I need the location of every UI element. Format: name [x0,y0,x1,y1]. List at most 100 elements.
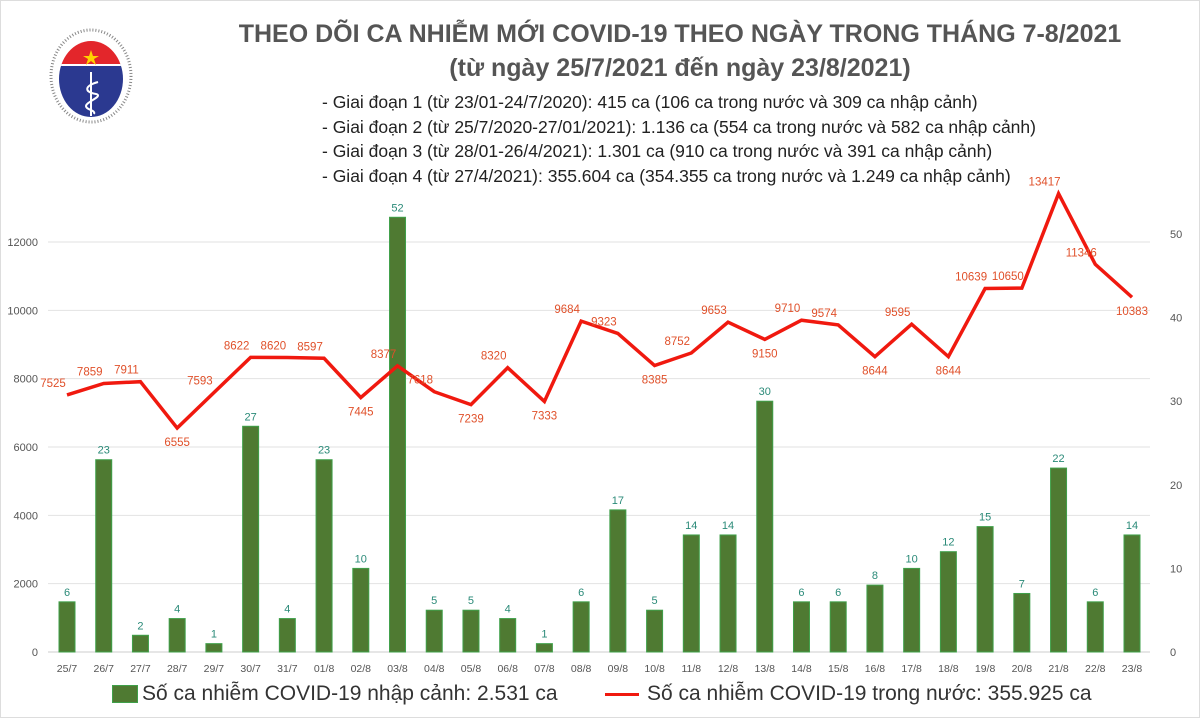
line-data-label: 8597 [297,341,323,353]
bar-data-label: 6 [798,587,804,599]
left-axis-tick-label: 0 [32,647,38,659]
x-tick-label: 03/8 [387,663,408,675]
x-tick-label: 19/8 [975,663,996,675]
bar [278,618,296,653]
line-data-label: 10639 [955,272,987,284]
bar-data-label: 27 [244,411,256,423]
left-axis-tick-label: 6000 [14,442,38,454]
line-data-label: 10650 [992,271,1024,283]
line-data-label: 8385 [642,375,668,387]
bar [646,609,664,653]
legend-label-bar: Số ca nhiễm COVID-19 nhập cảnh: 2.531 ca [142,682,558,705]
line-data-label: 7525 [40,378,66,390]
line-data-label: 9653 [701,305,727,317]
bar [425,609,443,653]
bar-data-label: 7 [1019,578,1025,590]
line-series [66,189,1134,431]
x-tick-label: 21/8 [1048,663,1069,675]
right-axis-tick-label: 20 [1170,480,1182,492]
x-tick-label: 06/8 [497,663,518,675]
legend-item-line: Số ca nhiễm COVID-19 trong nước: 355.925… [605,682,1092,706]
x-tick-label: 25/7 [57,663,78,675]
x-tick-label: 16/8 [865,663,886,675]
line-data-label: 8620 [261,340,287,352]
bar-data-label: 17 [612,495,624,507]
phase-notes: - Giai đoạn 1 (từ 23/01-24/7/2020): 415 … [322,90,1036,188]
bar-data-label: 23 [98,445,110,457]
left-axis-tick-label: 2000 [14,579,38,591]
ministry-of-health-logo [46,24,136,133]
x-tick-label: 01/8 [314,663,335,675]
bar-data-label: 6 [1092,587,1098,599]
bar [939,551,957,653]
bar [535,643,553,653]
line-data-label: 7911 [114,365,139,377]
x-tick-label: 09/8 [608,663,629,675]
x-tick-label: 18/8 [938,663,959,675]
right-axis-tick-label: 50 [1170,229,1182,241]
left-axis-tick-label: 4000 [14,510,38,522]
bar [682,534,700,653]
bar-data-label: 8 [872,570,878,582]
x-tick-label: 22/8 [1085,663,1106,675]
left-axis-tick-label: 12000 [7,237,38,249]
bar [866,584,884,653]
x-tick-label: 28/7 [167,663,188,675]
x-tick-label: 02/8 [351,663,372,675]
line-data-label: 6555 [164,437,190,449]
x-tick-label: 30/7 [240,663,261,675]
line-data-label: 8622 [224,340,250,352]
line-data-label: 13417 [1029,177,1061,189]
bar-data-label: 14 [1126,520,1138,532]
bar [389,216,407,653]
bar [352,567,370,653]
line-data-label: 11346 [1066,247,1097,259]
bar-data-label: 4 [284,604,290,616]
x-tick-label: 15/8 [828,663,849,675]
line-data-label: 9150 [752,348,778,360]
bar-data-label: 23 [318,445,330,457]
bar-data-label: 52 [391,202,403,214]
right-axis-tick-label: 10 [1170,563,1182,575]
bar-data-label: 2 [137,620,143,632]
line-data-label: 8320 [481,351,507,363]
bar-data-label: 10 [906,553,918,565]
line-data-label: 7618 [407,375,433,387]
bar [756,400,774,653]
chart-subtitle: (từ ngày 25/7/2021 đến ngày 23/8/2021) [449,54,911,82]
line-data-label: 10383 [1116,306,1148,318]
x-tick-label: 14/8 [791,663,812,675]
x-tick-label: 10/8 [644,663,665,675]
bar [829,601,847,653]
bar [903,567,921,653]
bar-data-label: 4 [174,604,180,616]
bar [131,634,149,653]
bar [792,601,810,653]
line-data-label: 8377 [371,349,397,361]
x-tick-label: 12/8 [718,663,739,675]
line-data-label: 9710 [775,303,801,315]
bar [58,601,76,653]
bar [499,618,517,653]
line-data-label: 7593 [187,376,213,388]
chart-title: THEO DÕI CA NHIỄM MỚI COVID-19 THEO NGÀY… [238,20,1122,48]
x-tick-label: 04/8 [424,663,445,675]
bar-data-label: 5 [468,595,474,607]
phase-note: - Giai đoạn 2 (từ 25/7/2020-27/01/2021):… [322,116,1036,137]
x-tick-label: 23/8 [1122,663,1143,675]
bar-data-label: 14 [685,520,697,532]
bar-data-label: 15 [979,512,991,524]
bar-data-label: 30 [759,386,771,398]
bar [168,618,186,653]
line-data-label: 9595 [885,307,911,319]
bar-data-label: 6 [578,587,584,599]
bar-data-label: 14 [722,520,734,532]
bar [1123,534,1141,653]
line-data-label: 7859 [77,366,103,378]
legend-swatch-line [605,692,639,696]
x-tick-label: 26/7 [94,663,115,675]
x-tick-label: 05/8 [461,663,482,675]
bar [1013,592,1031,653]
bar [1050,467,1068,653]
